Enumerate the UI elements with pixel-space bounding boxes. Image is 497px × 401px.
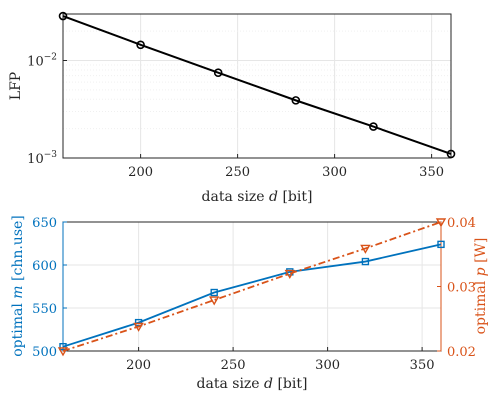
top-data-point <box>446 149 456 159</box>
top-series-line <box>62 15 452 155</box>
top-x-tick-label: 250 <box>225 165 250 180</box>
top-y-axis-label: LFP <box>8 72 24 100</box>
bottom-data-point-triangle <box>208 296 220 306</box>
bottom-data-point-triangle <box>435 218 447 228</box>
top-series <box>58 11 456 159</box>
top-data-point <box>291 96 301 105</box>
bottom-data-point-triangle <box>360 244 371 254</box>
bottom-right-y-tick-label: 0.03 <box>447 281 476 296</box>
bottom-data-point-square <box>210 288 218 297</box>
bottom-chart: 200 250 300 350 500 550 600 650 0.02 0.03 0.04 d… <box>10 215 489 392</box>
bottom-right-y-tick-label: 0.04 <box>447 216 476 231</box>
top-y-tick-label: 10−2 <box>27 53 57 70</box>
bottom-data-point-triangle <box>284 269 296 280</box>
bottom-x-axis-label: data size d [bit] <box>197 376 308 392</box>
bottom-series <box>57 218 447 357</box>
bottom-x-tick-label: 250 <box>221 358 246 373</box>
bottom-left-y-tick-label: 550 <box>32 302 57 317</box>
top-x-tick-label: 200 <box>128 165 153 180</box>
bottom-left-y-ticks: 500 550 600 650 <box>32 216 67 360</box>
top-plot-box <box>62 13 452 159</box>
bottom-right-y-ticks: 0.02 0.03 0.04 <box>437 216 476 360</box>
bottom-x-tick-label: 200 <box>126 358 151 373</box>
bottom-series-line-right <box>62 221 442 352</box>
bottom-x-tick-label: 300 <box>315 358 340 373</box>
bottom-data-point-triangle <box>133 322 144 332</box>
bottom-right-y-axis-label: optimal p [W] <box>473 238 489 335</box>
bottom-x-tick-label: 350 <box>410 358 435 373</box>
bottom-left-y-tick-label: 650 <box>32 216 57 231</box>
top-y-ticks: 10−2 10−3 <box>27 53 67 167</box>
bottom-left-y-tick-label: 600 <box>32 259 57 274</box>
top-chart: 200 250 300 350 10−210−3 data size d [bit] … <box>8 11 456 205</box>
bottom-data-point-square <box>59 343 67 351</box>
top-y-tick-label: 10−3 <box>27 150 57 167</box>
bottom-data-point-triangle <box>57 347 69 357</box>
top-data-point <box>136 40 145 50</box>
bottom-left-y-tick-label: 500 <box>32 345 57 360</box>
bottom-data-point-square <box>437 240 445 249</box>
bottom-left-y-axis-label: optimal m [chn.use] <box>10 215 26 357</box>
bottom-data-point-square <box>361 257 370 266</box>
top-x-tick-label: 300 <box>322 165 347 180</box>
top-x-tick-label: 350 <box>419 165 444 180</box>
top-data-point <box>213 68 223 77</box>
bottom-x-ticks: 200 250 300 350 <box>126 347 435 373</box>
top-data-point <box>58 11 68 21</box>
top-data-point <box>369 122 378 131</box>
bottom-right-y-tick-label: 0.02 <box>447 345 476 360</box>
top-x-ticks: 200 250 300 350 <box>128 154 444 180</box>
bottom-series-line-left <box>62 243 442 348</box>
top-x-axis-label: data size d [bit] <box>202 189 313 205</box>
